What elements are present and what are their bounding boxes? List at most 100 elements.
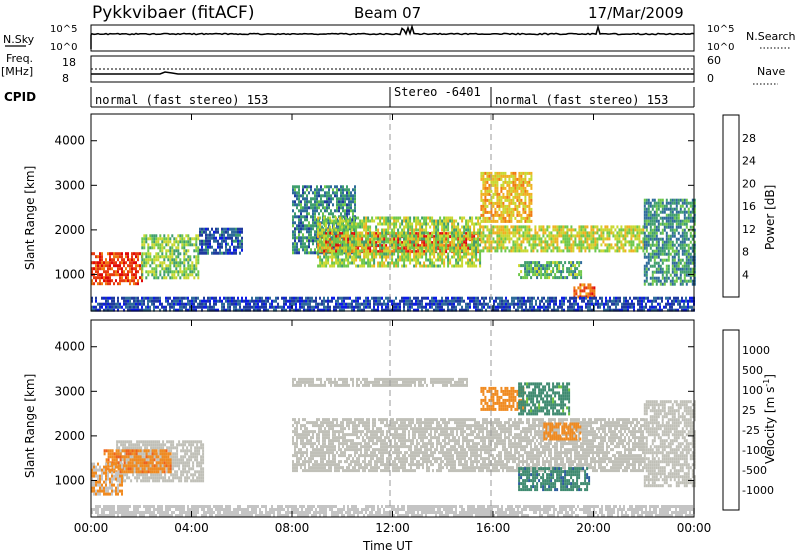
power-cell <box>167 258 170 262</box>
power-cell <box>669 240 672 244</box>
power-cell <box>673 261 676 265</box>
power-cell <box>157 246 160 250</box>
power-cell <box>504 207 507 211</box>
power-cell <box>480 225 483 229</box>
power-cell <box>165 255 168 259</box>
power-cell <box>574 267 577 271</box>
power-cell <box>359 249 362 253</box>
power-cell <box>544 267 547 271</box>
power-cell <box>596 240 599 244</box>
power-cell <box>105 276 107 280</box>
power-cell <box>405 302 407 306</box>
power-cell <box>113 302 115 306</box>
power-cell <box>683 273 686 277</box>
power-cell <box>586 225 589 229</box>
power-cell <box>508 189 511 193</box>
power-cell <box>520 234 523 238</box>
power-cell <box>367 305 369 309</box>
power-cell <box>655 249 658 253</box>
power-cell <box>343 219 346 223</box>
power-cell <box>141 255 144 259</box>
power-cell <box>345 258 348 262</box>
power-cell <box>347 264 350 268</box>
power-cell <box>425 219 428 223</box>
power-cell <box>328 191 330 195</box>
power-cell <box>451 219 454 223</box>
power-cell <box>506 234 509 238</box>
power-cell <box>683 261 686 265</box>
power-cell <box>431 252 434 256</box>
power-cell <box>447 252 450 256</box>
power-cell <box>482 210 485 214</box>
power-cell <box>643 213 646 217</box>
power-cell <box>157 305 159 309</box>
power-cell <box>570 249 573 253</box>
power-cell <box>337 258 340 262</box>
power-cell <box>504 234 507 238</box>
power-cell <box>661 249 664 253</box>
power-cell <box>447 258 450 262</box>
power-cell <box>643 240 646 244</box>
power-cell <box>455 234 458 238</box>
power-cell <box>522 201 525 205</box>
power-cell <box>329 244 332 248</box>
power-cell <box>512 225 515 229</box>
power-cell <box>135 276 137 280</box>
power-cell <box>592 237 595 241</box>
power-cell <box>429 243 432 247</box>
power-cell <box>300 224 302 228</box>
power-cell <box>657 270 660 274</box>
power-cell <box>647 198 650 202</box>
power-cell <box>667 249 670 253</box>
power-cell <box>265 299 267 303</box>
power-cell <box>313 308 315 312</box>
power-cell <box>239 299 241 303</box>
power-cell <box>455 264 458 268</box>
power-cell <box>185 308 187 312</box>
power-cell <box>463 216 466 220</box>
power-cell <box>618 249 621 253</box>
power-cell <box>237 302 239 306</box>
power-cell <box>488 240 491 244</box>
power-cell <box>413 216 416 220</box>
power-cell <box>502 243 505 247</box>
power-cell <box>167 270 170 274</box>
power-cell <box>145 264 148 268</box>
power-cell <box>121 296 123 300</box>
power-cell <box>564 276 567 280</box>
power-cell <box>681 240 684 244</box>
power-cell <box>616 249 619 253</box>
power-cell <box>107 264 109 268</box>
power-cell <box>183 237 186 241</box>
power-cell <box>580 228 583 232</box>
power-cell <box>324 224 326 228</box>
power-cell <box>237 227 239 231</box>
power-cell <box>469 234 472 238</box>
power-cell <box>195 299 197 303</box>
power-cell <box>367 302 369 306</box>
power-cell <box>383 243 386 247</box>
power-cell <box>526 249 529 253</box>
power-cell <box>496 177 499 181</box>
power-cell <box>117 270 119 274</box>
power-cell <box>469 237 472 241</box>
power-cell <box>620 225 623 229</box>
power-cell <box>347 302 349 306</box>
power-cell <box>651 207 654 211</box>
power-cell <box>558 228 561 232</box>
power-cell <box>294 233 296 237</box>
power-cell <box>339 219 342 223</box>
power-cell <box>437 231 440 235</box>
power-cell <box>367 261 370 265</box>
power-cell <box>435 258 438 262</box>
power-cell <box>415 216 418 220</box>
power-cell <box>494 213 497 217</box>
power-cell <box>473 222 476 226</box>
power-cell <box>313 305 315 309</box>
power-cell <box>306 206 308 210</box>
power-cell <box>119 305 121 309</box>
power-cell <box>395 222 398 226</box>
power-cell <box>197 246 200 250</box>
power-cell <box>151 258 154 262</box>
power-cell <box>554 264 557 268</box>
